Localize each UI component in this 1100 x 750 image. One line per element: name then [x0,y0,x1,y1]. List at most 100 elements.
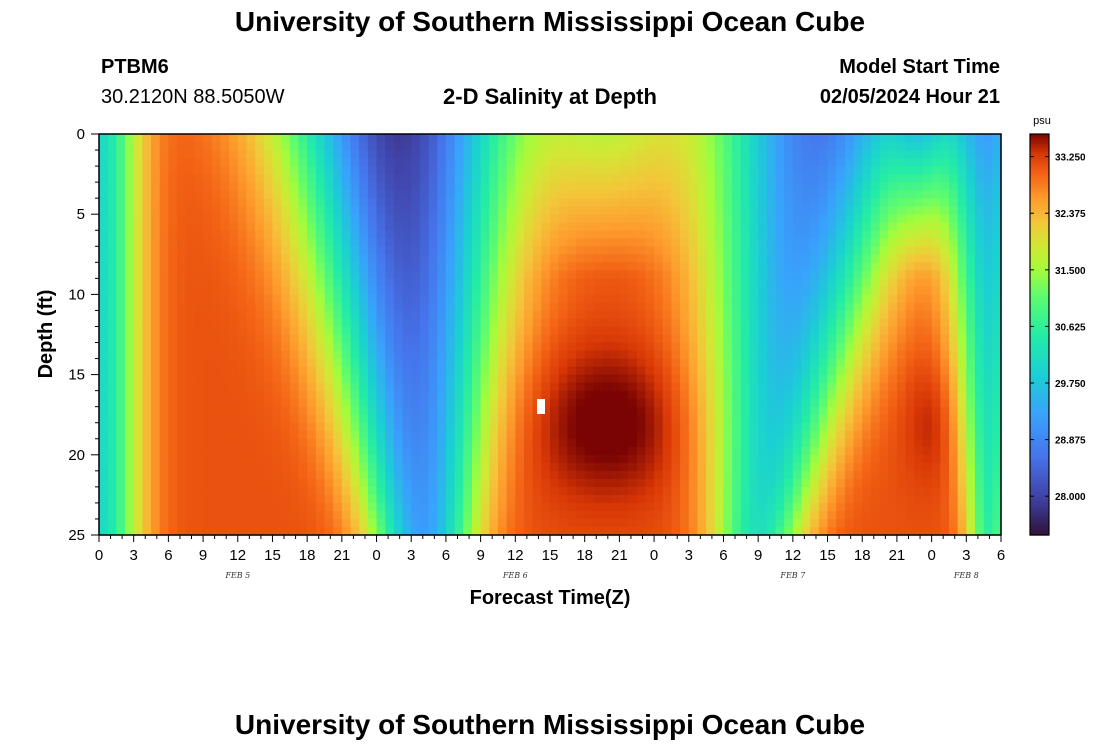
heatmap-cell [367,182,378,191]
heatmap-cell [151,486,161,496]
heatmap-cell [315,182,326,191]
heatmap-cell [801,398,811,408]
heatmap-cell [307,486,317,496]
heatmap-cell [723,494,733,504]
heatmap-cell [116,270,126,279]
heatmap-cell [541,390,551,400]
heatmap-cell [940,342,950,352]
heatmap-cell [818,246,829,255]
heatmap-cell [229,342,239,352]
heatmap-cell [940,310,950,320]
heatmap-cell [185,398,195,408]
heatmap-cell [315,446,326,456]
heatmap-cell [471,358,482,368]
heatmap-cell [471,134,482,143]
heatmap-cell [836,318,846,328]
heatmap-cell [99,414,109,424]
heatmap-cell [671,286,681,295]
heatmap-cell [324,406,334,416]
heatmap-cell [142,230,152,239]
heatmap-cell [125,278,135,287]
heatmap-cell [116,470,126,480]
heatmap-cell [818,462,829,472]
heatmap-cell [177,262,187,271]
heatmap-cell [489,158,499,167]
heatmap-cell [454,294,464,304]
heatmap-cell [974,494,985,504]
heatmap-cell [281,502,291,512]
heatmap-cell [541,198,551,207]
heatmap-cell [281,374,291,384]
heatmap-cell [333,270,343,279]
heatmap-cell [645,222,655,231]
heatmap-cell [688,406,699,416]
heatmap-cell [983,142,993,151]
heatmap-cell [341,254,352,263]
heatmap-cell [419,502,430,512]
heatmap-cell [211,502,222,512]
heatmap-cell [177,326,187,336]
heatmap-cell [393,190,404,199]
heatmap-cell [194,334,204,344]
heatmap-cell [168,150,178,159]
heatmap-cell [125,366,135,376]
heatmap-cell [437,446,447,456]
heatmap-cell [671,350,681,360]
heatmap-cell [263,422,274,432]
heatmap-cell [688,430,699,440]
heatmap-cell [125,294,135,304]
heatmap-cell [610,438,620,448]
heatmap-cell [116,390,126,400]
heatmap-cell [159,350,169,360]
heatmap-cell [263,398,274,408]
heatmap-cell [784,262,794,271]
heatmap-cell [758,222,768,231]
heatmap-cell [298,342,308,352]
heatmap-cell [523,390,534,400]
heatmap-cell [454,478,464,488]
heatmap-cell [844,222,855,231]
heatmap-cell [948,382,959,392]
heatmap-cell [628,366,638,376]
heatmap-cell [550,470,560,480]
heatmap-cell [636,286,646,295]
heatmap-cell [168,414,178,424]
heatmap-cell [550,414,560,424]
heatmap-cell [671,294,681,304]
heatmap-cell [766,326,777,336]
heatmap-cell [888,230,898,239]
heatmap-cell [151,310,161,320]
heatmap-cell [393,142,404,151]
heatmap-cell [931,166,941,175]
heatmap-cell [229,358,239,368]
heatmap-cell [445,326,456,336]
heatmap-cell [246,326,256,336]
heatmap-cell [801,502,811,512]
heatmap-cell [333,278,343,287]
heatmap-cell [879,358,889,368]
heatmap-cell [168,446,178,456]
heatmap-cell [515,342,525,352]
heatmap-cell [619,182,629,191]
heatmap-cell [862,326,872,336]
heatmap-cell [836,134,846,143]
heatmap-cell [870,446,881,456]
heatmap-cell [974,414,985,424]
heatmap-cell [177,438,187,448]
heatmap-cell [896,494,907,504]
heatmap-cell [298,238,308,247]
heatmap-cell [489,238,499,247]
heatmap-cell [870,406,881,416]
heatmap-cell [402,142,412,151]
heatmap-cell [393,438,404,448]
heatmap-cell [974,374,985,384]
heatmap-cell [359,270,369,279]
heatmap-cell [784,174,794,183]
heatmap-cell [385,358,395,368]
heatmap-cell [99,190,109,199]
heatmap-cell [463,238,473,247]
heatmap-cell [168,318,178,328]
heatmap-cell [836,454,846,464]
heatmap-cell [602,374,612,384]
heatmap-cell [359,478,369,488]
